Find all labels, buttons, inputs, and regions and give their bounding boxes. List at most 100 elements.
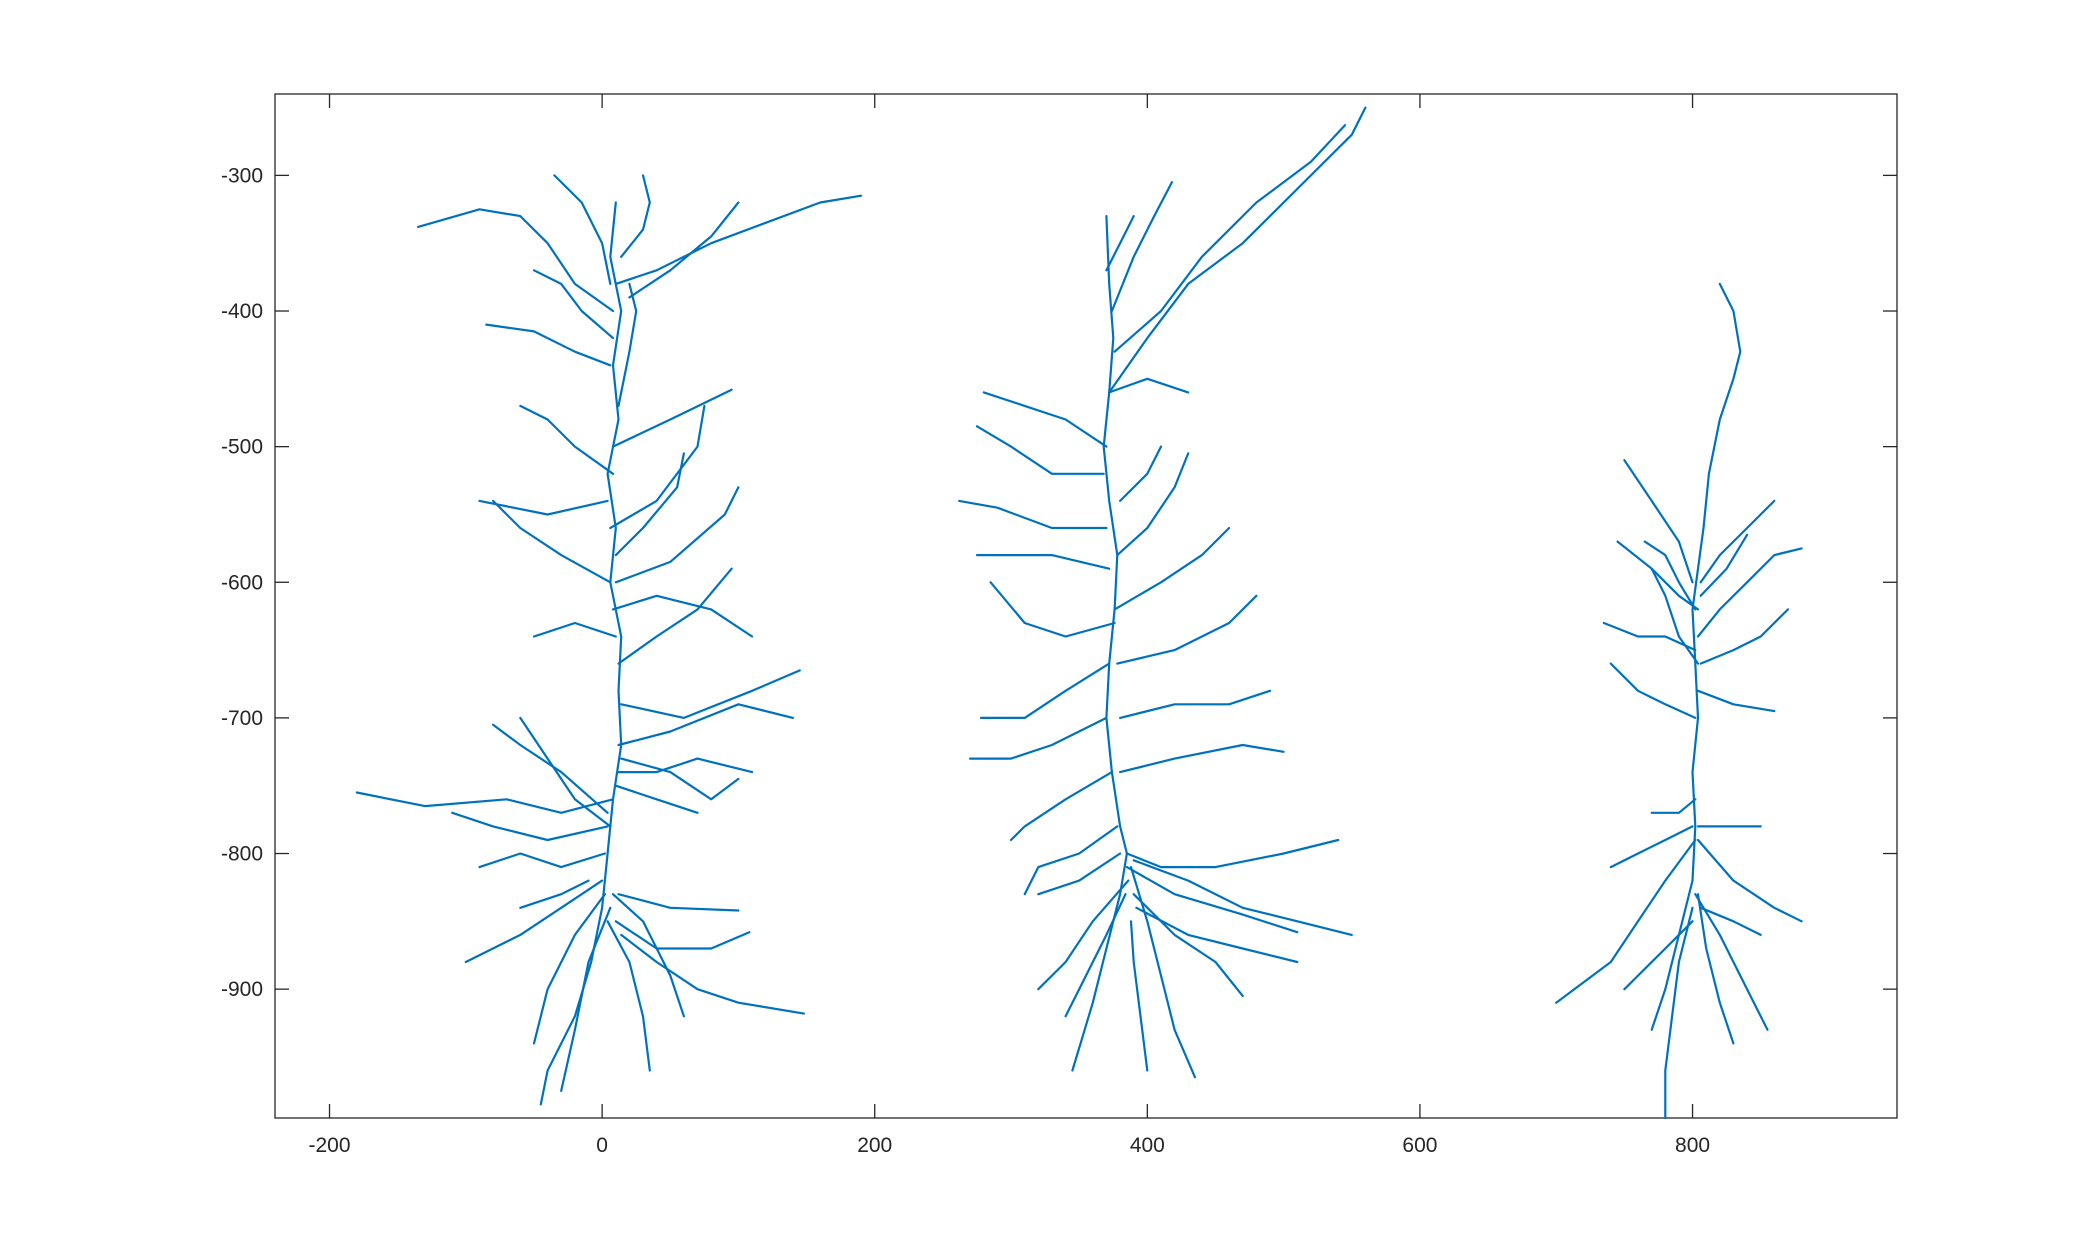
- neuron-2-branch-8: [975, 425, 1105, 475]
- neuron-3-branch-12: [1699, 533, 1749, 597]
- neuron-3-branch-6: [1696, 689, 1776, 713]
- neuron-1-branch-36: [617, 757, 754, 774]
- neuron-2-branch-6: [1108, 377, 1190, 394]
- neuron-2-branch-9: [958, 499, 1108, 530]
- neuron-2-branch-23: [1132, 859, 1353, 937]
- neuron-1-branch-24: [492, 723, 609, 814]
- neuron-1-branch-31: [614, 920, 751, 950]
- neuron-1-branch-5: [609, 404, 706, 530]
- neuron-3-branch-22: [1699, 906, 1762, 937]
- neuron-2-branch-27: [1132, 893, 1244, 998]
- neuron-3-branch-14: [1555, 838, 1697, 1004]
- neuron-2-branch-29: [1125, 865, 1299, 934]
- neuron-3-branch-21: [1623, 920, 1694, 991]
- x-tick-label: 800: [1675, 1134, 1710, 1157]
- neuron-1-branch-37: [611, 594, 754, 638]
- y-tick-label: -500: [221, 436, 263, 459]
- neuron-1-branch-6: [611, 388, 733, 448]
- neuron-3-branch-3: [1696, 547, 1803, 638]
- y-tick-label: -800: [221, 843, 263, 866]
- neuron-2-branch-11: [989, 581, 1116, 638]
- neuron-1-branch-26: [478, 852, 607, 869]
- x-tick-label: 200: [857, 1134, 892, 1157]
- neuron-2: [958, 106, 1367, 1079]
- neuron-2-branch-19: [1118, 743, 1285, 774]
- neuron-2-branch-26: [1037, 879, 1130, 991]
- x-tick-label: -200: [309, 1134, 351, 1157]
- neuron-2-branch-4: [1110, 181, 1174, 313]
- y-axis-ticks: -300 -400 -500 -600 -700 -800 -900: [221, 164, 1897, 1001]
- plot-area: -200 0 200 400 600 800 -300 -400 -500 -600 -700 -8…: [221, 93, 1898, 1157]
- neuron-1-branch-25: [519, 716, 612, 828]
- neuron-1-branch-15: [478, 499, 609, 516]
- x-tick-label: 0: [596, 1134, 608, 1157]
- y-tick-label: -900: [221, 978, 263, 1001]
- neuron-2-branch-28: [1135, 906, 1299, 964]
- neuron-3-branch-17: [1650, 879, 1694, 1031]
- neuron-1-branch-38: [614, 452, 686, 557]
- neuron-2-branch-7: [982, 391, 1108, 448]
- neuron-1-branch-23: [451, 811, 609, 842]
- neuron-2-branch-20: [1116, 452, 1190, 557]
- neuron-2-branch-21: [1118, 445, 1163, 502]
- neuron-1-branch-10: [628, 201, 740, 299]
- neuron-1-branch-9: [614, 194, 863, 285]
- neuron-2-branch-16: [1113, 526, 1231, 611]
- neuron-1-branch-14: [519, 404, 615, 475]
- neuron-2-branch-17: [1116, 594, 1258, 665]
- neuron-1-branch-33: [606, 920, 651, 1072]
- neuron-2-branch-5: [1105, 215, 1135, 272]
- neuron-1-branch-16: [492, 499, 612, 584]
- x-tick-label: 600: [1402, 1134, 1437, 1157]
- neuron-3-branch-4: [1643, 540, 1697, 611]
- neuron-2-branch-15: [1023, 825, 1119, 896]
- neuron-3-branch-20: [1694, 893, 1769, 1031]
- neuron-1-branch-7: [617, 282, 638, 407]
- neuron-1-branch-12: [620, 174, 651, 258]
- neuron-1-branch-17: [532, 621, 617, 638]
- neuron-3-branch-8: [1623, 459, 1694, 584]
- neuron-2-branch-13: [968, 716, 1108, 760]
- series-layer: [355, 106, 1803, 1120]
- neuron-1: [355, 174, 863, 1106]
- neuron-3-branch-7: [1609, 662, 1697, 720]
- neuron-2-branch-10: [975, 553, 1111, 570]
- neuron-1-branch-35: [519, 879, 590, 909]
- y-tick-label: -600: [221, 571, 263, 594]
- neuron-3-branch-18: [1696, 893, 1735, 1045]
- neuron-3-branch-19: [1664, 906, 1694, 1120]
- neuron-1-branch-3: [620, 669, 801, 720]
- neuron-2-branch-14: [1009, 770, 1114, 842]
- neuron-1-branch-8: [417, 208, 615, 313]
- neuron-1-branch-2: [617, 567, 733, 665]
- neuron-3-branch-10: [1616, 540, 1700, 611]
- neuron-3-branch-1: [1691, 282, 1742, 882]
- y-tick-label: -400: [221, 300, 263, 323]
- neuron-2-branch-12: [979, 662, 1111, 720]
- neuron-1-branch-27: [464, 879, 604, 964]
- neuron-2-branch-31: [1129, 920, 1149, 1072]
- neuron-3-branch-9: [1699, 499, 1776, 584]
- neuron-3-branch-11: [1602, 621, 1697, 652]
- x-axis-ticks: -200 0 200 400 600 800: [309, 94, 1710, 1157]
- neuron-1-branch-22: [355, 791, 615, 814]
- axes-box: [274, 93, 1898, 1119]
- neuron-2-branch-18: [1118, 689, 1272, 720]
- neuron-3-branch-13: [1609, 825, 1694, 869]
- neuron-2-branch-22: [1125, 838, 1340, 869]
- neuron-1-branch-18: [532, 269, 615, 340]
- neuron-3-branch-5: [1699, 608, 1790, 665]
- neuron-1-branch-28: [532, 893, 607, 1045]
- neuron-2-branch-24: [1071, 852, 1129, 1072]
- neuron-1-branch-19: [617, 703, 795, 747]
- y-tick-label: -700: [221, 707, 263, 730]
- neuron-1-branch-13: [485, 323, 612, 367]
- x-tick-label: 400: [1130, 1134, 1165, 1157]
- neuron-2-branch-32: [1064, 893, 1127, 1018]
- neuron-2-branch-30: [1037, 852, 1122, 896]
- neuron-3-branch-2: [1650, 567, 1700, 665]
- neuron-2-branch-2: [1108, 106, 1367, 394]
- y-tick-label: -300: [221, 164, 263, 187]
